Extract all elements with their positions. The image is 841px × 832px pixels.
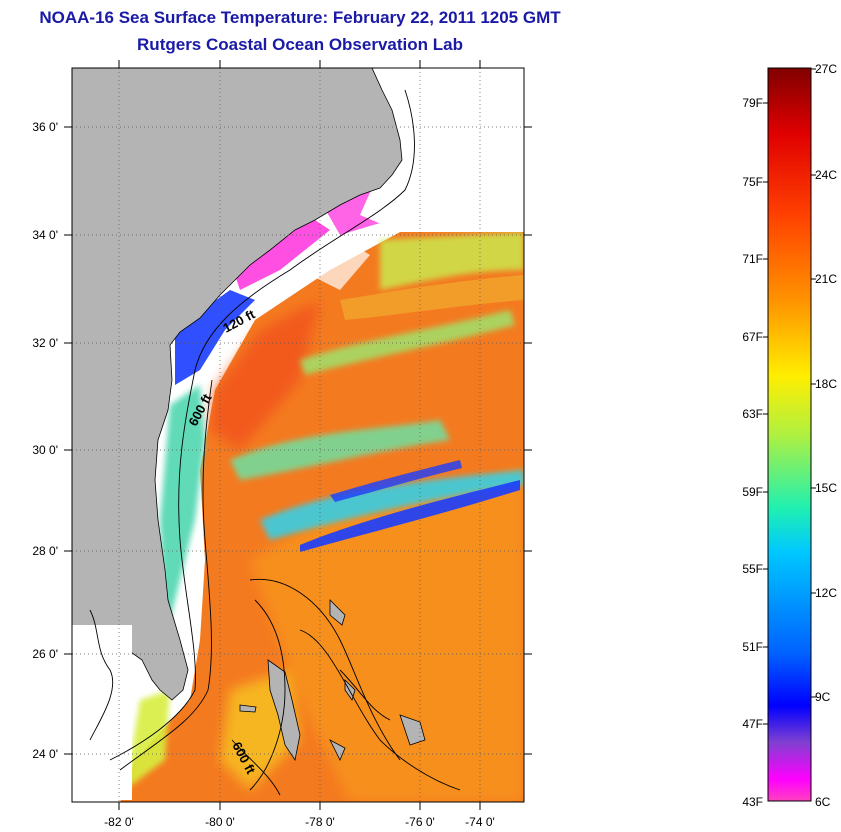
- bathymetry-contours: [89, 89, 461, 796]
- colorbar-fahrenheit-label: 43F: [742, 795, 763, 809]
- map-frame: [71, 67, 525, 803]
- colorbar-fahrenheit-label: 67F: [742, 330, 763, 344]
- lon-label: -74 0': [465, 815, 495, 829]
- land-mass: [72, 68, 403, 701]
- lat-label: 32 0': [32, 336, 58, 350]
- lat-label: 26 0': [32, 647, 58, 661]
- colorbar-fahrenheit-label: 55F: [742, 562, 763, 576]
- lat-label: 28 0': [32, 544, 58, 558]
- lat-label: 24 0': [32, 747, 58, 761]
- lat-label: 36 0': [32, 120, 58, 134]
- colorbar-celsius-label: 18C: [815, 377, 837, 391]
- colorbar-celsius-label: 15C: [815, 481, 837, 495]
- longitude-labels: -82 0' -80 0' -78 0' -76 0' -74 0': [104, 815, 495, 829]
- colorbar-celsius-label: 9C: [815, 690, 831, 704]
- colorbar-fahrenheit-label: 47F: [742, 717, 763, 731]
- lon-label: -80 0': [205, 815, 235, 829]
- colorbar-fahrenheit-label: 59F: [742, 485, 763, 499]
- colorbar-celsius-label: 21C: [815, 272, 837, 286]
- map-title: NOAA-16 Sea Surface Temperature: Februar…: [39, 8, 561, 27]
- colorbar-celsius-label: 12C: [815, 586, 837, 600]
- colorbar-fahrenheit-label: 79F: [742, 96, 763, 110]
- colorbar-celsius-label: 6C: [815, 795, 831, 809]
- map-area: 120 ft 600 ft 600 ft: [72, 68, 524, 802]
- colorbar-fahrenheit-label: 63F: [742, 407, 763, 421]
- lat-label: 30 0': [32, 443, 58, 457]
- lon-label: -78 0': [305, 815, 335, 829]
- map-subtitle: Rutgers Coastal Ocean Observation Lab: [137, 35, 463, 54]
- lon-label: -76 0': [405, 815, 435, 829]
- lon-label: -82 0': [104, 815, 134, 829]
- axis-ticks: [64, 60, 532, 810]
- colorbar-fahrenheit-label: 51F: [742, 640, 763, 654]
- latitude-labels: 36 0' 34 0' 32 0' 30 0' 28 0' 26 0' 24 0…: [32, 120, 58, 761]
- colorbar-fahrenheit-label: 71F: [742, 252, 763, 266]
- colorbar-gradient: [767, 67, 812, 802]
- graticule: [72, 68, 524, 802]
- colorbar-celsius-label: 27C: [815, 62, 837, 76]
- temperature-colorbar: 27C 24C 21C 18C 15C 12C 9C 6C 79F 75F 71…: [742, 62, 837, 809]
- colorbar-celsius-label: 24C: [815, 168, 837, 182]
- colorbar-fahrenheit-label: 75F: [742, 175, 763, 189]
- lat-label: 34 0': [32, 228, 58, 242]
